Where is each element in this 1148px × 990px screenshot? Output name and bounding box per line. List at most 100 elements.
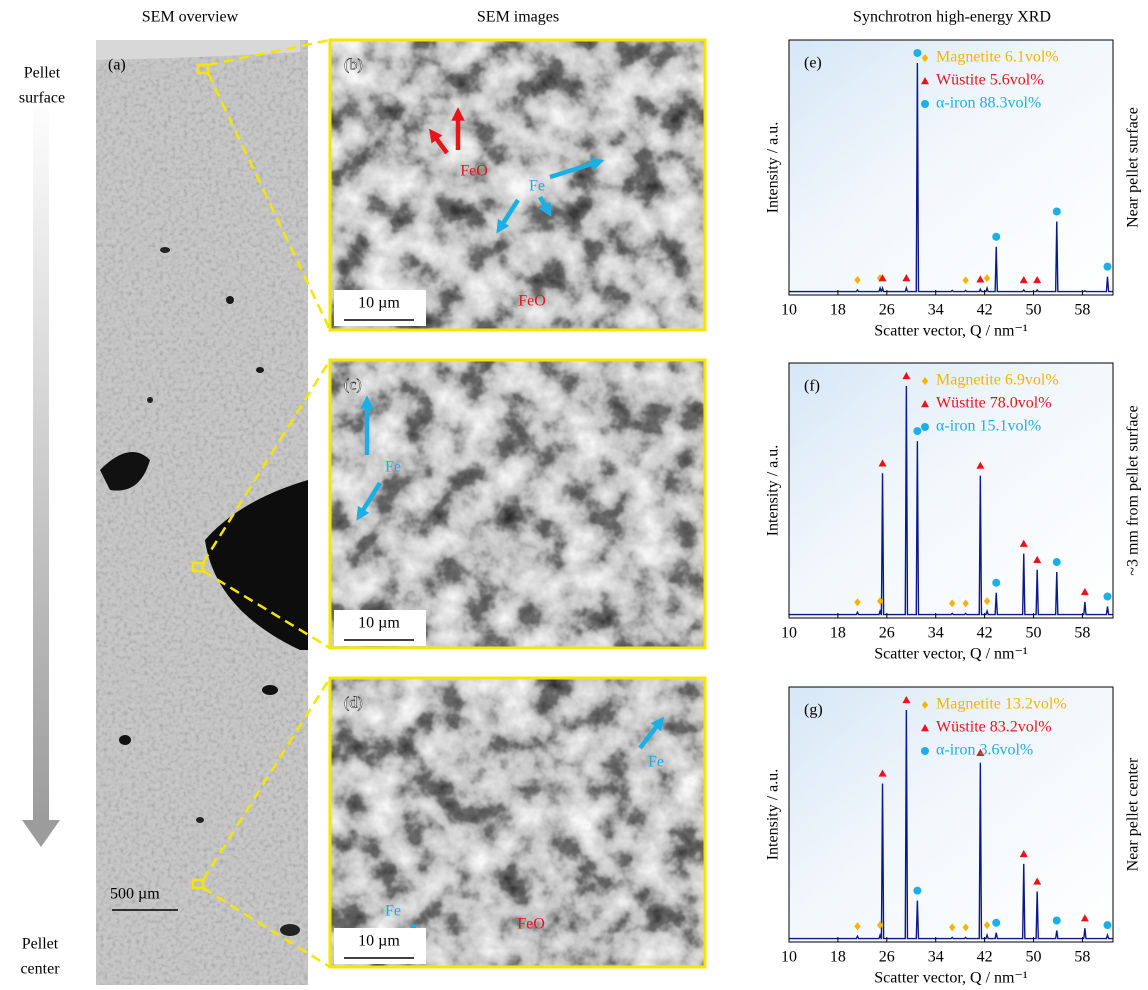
phase-marker	[992, 578, 1001, 587]
x-tick-label: 42	[977, 949, 993, 966]
annotation: FeO	[460, 163, 488, 180]
x-tick-label: 10	[781, 625, 797, 642]
phase-marker	[949, 923, 956, 932]
x-tick-label: 42	[977, 625, 993, 642]
phase-marker	[1103, 262, 1112, 271]
spectrum-line	[789, 62, 1113, 293]
phase-marker	[983, 274, 991, 283]
phase-marker	[962, 599, 969, 608]
x-tick-label: 26	[879, 949, 895, 966]
x-axis-label: Scatter vector, Q / nm⁻¹	[874, 970, 1028, 985]
panel-label: (f)	[804, 378, 820, 395]
plot-frame	[788, 39, 1114, 296]
spectrum-line	[789, 709, 1113, 940]
x-tick-label: 34	[928, 625, 944, 642]
arrow-label: center	[20, 961, 60, 978]
phase-marker	[949, 599, 956, 608]
x-tick-label: 18	[830, 625, 846, 642]
legend-marker	[921, 724, 929, 732]
phase-marker	[878, 459, 887, 467]
x-tick-label: 58	[1074, 949, 1090, 966]
legend-marker	[921, 400, 929, 408]
panel-label: (b)	[344, 57, 363, 74]
phase-marker	[1033, 877, 1042, 885]
legend-label: Magnetite 13.2vol%	[936, 696, 1067, 713]
phase-marker	[1080, 587, 1089, 596]
x-tick-label: 50	[1026, 302, 1042, 319]
phase-marker	[1052, 558, 1061, 567]
legend-label: α-iron 88.3vol%	[936, 95, 1041, 112]
x-tick-label: 34	[928, 949, 944, 966]
phase-marker	[854, 922, 861, 931]
scale-bar-label: 500 µm	[110, 886, 160, 903]
legend-label: Magnetite 6.1vol%	[936, 49, 1059, 66]
phase-marker	[902, 371, 911, 380]
plot-frame	[788, 686, 1114, 943]
legend-label: Magnetite 6.9vol%	[936, 372, 1059, 389]
phase-marker	[1033, 275, 1042, 284]
arrow-label: surface	[19, 90, 65, 107]
legend-label: α-iron 15.1vol%	[936, 418, 1041, 435]
annotation: FeO	[518, 293, 546, 310]
zoom-links	[191, 38, 332, 969]
legend-marker	[921, 423, 929, 431]
depth-arrow-head	[22, 820, 60, 847]
scale-bar-label: 10 µm	[358, 615, 400, 632]
y-axis-label: Intensity / a.u.	[765, 769, 782, 861]
x-tick-label: 26	[879, 625, 895, 642]
phase-marker	[876, 597, 884, 606]
phase-marker	[1103, 921, 1112, 930]
phase-marker	[913, 48, 922, 57]
annotation: Fe	[648, 754, 664, 771]
panel-label: (g)	[804, 702, 823, 719]
panel-label: (d)	[344, 695, 363, 712]
x-axis-label: Scatter vector, Q / nm⁻¹	[874, 323, 1028, 340]
phase-marker	[992, 232, 1001, 241]
arrow-label: Pellet	[22, 936, 59, 953]
x-tick-label: 50	[1026, 949, 1042, 966]
column-header: SEM images	[477, 9, 559, 26]
x-axis-label: Scatter vector, Q / nm⁻¹	[874, 646, 1028, 663]
x-tick-label: 18	[830, 302, 846, 319]
phase-marker	[976, 748, 985, 757]
legend-marker	[921, 377, 929, 385]
depth-arrow	[33, 92, 49, 822]
panel-label: (c)	[344, 377, 362, 394]
arrow-label: Pellet	[24, 65, 61, 82]
x-tick-label: 42	[977, 302, 993, 319]
x-tick-label: 34	[928, 302, 944, 319]
annotation: Fe	[529, 178, 545, 195]
x-tick-label: 50	[1026, 625, 1042, 642]
legend-label: Wüstite 78.0vol%	[936, 395, 1052, 412]
phase-marker	[962, 276, 969, 285]
plot-background	[789, 40, 1113, 295]
phase-marker	[976, 461, 985, 469]
legend-label: α-iron 3.6vol%	[936, 742, 1033, 759]
scale-bar-label: 10 µm	[358, 933, 400, 950]
x-tick-label: 58	[1074, 302, 1090, 319]
x-tick-label: 26	[879, 302, 895, 319]
phase-marker	[976, 275, 985, 283]
phase-marker	[876, 921, 884, 930]
phase-marker	[1033, 555, 1042, 563]
annotation: Fe	[385, 903, 401, 920]
phase-marker	[854, 598, 861, 607]
scale-bar-label: 10 µm	[358, 295, 400, 312]
phase-marker	[992, 918, 1001, 927]
legend-marker	[921, 701, 929, 709]
panel-label: (a)	[108, 57, 126, 74]
column-header: SEM overview	[142, 9, 239, 26]
panel-label: (e)	[804, 55, 822, 72]
legend-marker	[921, 77, 929, 85]
phase-marker	[983, 921, 991, 930]
phase-marker	[878, 769, 887, 777]
plot-background	[789, 363, 1113, 618]
annotation: FeO	[517, 916, 545, 933]
side-label: Near pellet center	[1125, 757, 1142, 871]
sem-images	[328, 38, 707, 969]
phase-marker	[854, 275, 861, 284]
phase-marker	[902, 695, 911, 704]
phase-marker	[1052, 207, 1061, 216]
